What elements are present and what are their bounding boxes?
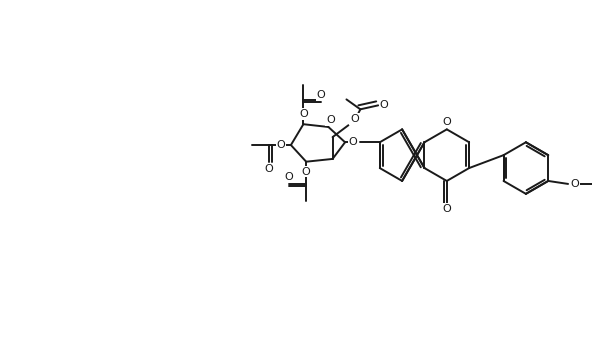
Text: O: O	[571, 179, 579, 189]
Text: O: O	[285, 172, 293, 182]
Text: O: O	[443, 117, 451, 127]
Text: O: O	[443, 204, 451, 214]
Text: O: O	[349, 137, 358, 147]
Text: O: O	[299, 110, 308, 119]
Text: O: O	[326, 115, 335, 125]
Text: O: O	[350, 114, 359, 124]
Text: O: O	[265, 164, 273, 174]
Text: O: O	[317, 90, 326, 100]
Text: O: O	[277, 140, 286, 150]
Text: O: O	[302, 167, 311, 176]
Text: O: O	[380, 100, 388, 110]
